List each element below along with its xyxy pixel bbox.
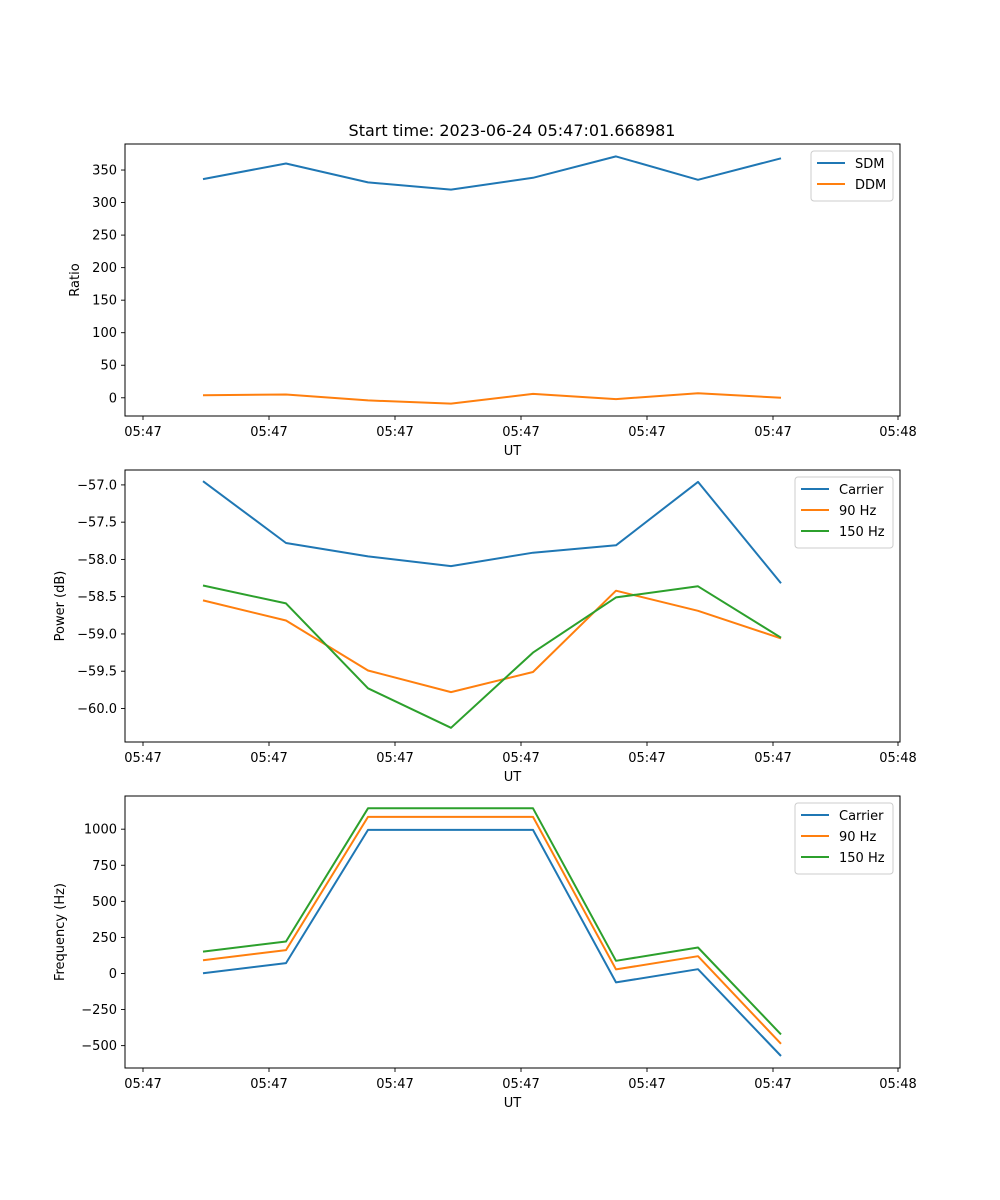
plot-frame	[124, 795, 901, 1069]
x-tick-label: 05:47	[754, 425, 791, 440]
y-tick-label: −60.0	[77, 702, 117, 717]
legend: SDM DDM	[810, 150, 894, 202]
x-axis-label: UT	[504, 1096, 522, 1111]
x-tick-label: 05:48	[879, 425, 916, 440]
y-tick-label: 50	[100, 359, 117, 374]
y-tick-label: 0	[109, 391, 117, 406]
y-axis-label: Power (dB)	[53, 571, 68, 642]
legend-label: SDM	[855, 157, 884, 172]
x-tick-label: 05:47	[502, 751, 539, 766]
y-tick-label: −57.5	[77, 516, 117, 531]
chart-panel-2: 05:47 05:47 05:47 05:47 05:47 05:47 05:48 −60.0…	[53, 469, 917, 785]
legend-label: 150 Hz	[839, 851, 885, 866]
legend-label: DDM	[855, 178, 886, 193]
plot-frame	[124, 469, 901, 743]
x-tick-label: 05:47	[250, 751, 287, 766]
y-axis-label: Ratio	[68, 263, 83, 296]
x-tick-label: 05:47	[502, 425, 539, 440]
series-line-150-hz	[202, 807, 782, 1036]
y-tick-label: −500	[81, 1039, 117, 1054]
y-tick-label: 750	[92, 859, 117, 874]
y-tick-label: 500	[92, 895, 117, 910]
y-tick-label: 250	[92, 931, 117, 946]
series-line-150-hz	[202, 584, 782, 729]
y-tick-label: 350	[92, 164, 117, 179]
legend-label: Carrier	[839, 809, 884, 824]
y-tick-label: 100	[92, 326, 117, 341]
legend: Carrier 90 Hz 150 Hz	[794, 802, 894, 875]
x-axis-label: UT	[504, 770, 522, 785]
legend-label: Carrier	[839, 483, 884, 498]
legend-label: 90 Hz	[839, 504, 876, 519]
x-axis-label: UT	[504, 444, 522, 459]
series-line-90-hz	[202, 589, 782, 694]
legend-label: 150 Hz	[839, 525, 885, 540]
series-line-ddm	[202, 392, 782, 405]
legend-label: 90 Hz	[839, 830, 876, 845]
figure-title: Start time: 2023-06-24 05:47:01.668981	[349, 121, 676, 140]
x-tick-label: 05:47	[376, 1077, 413, 1092]
y-tick-label: 0	[109, 967, 117, 982]
y-tick-label: 300	[92, 196, 117, 211]
y-tick-label: −59.5	[77, 665, 117, 680]
plot-frame	[124, 143, 901, 417]
y-tick-label: −250	[81, 1003, 117, 1018]
chart-panel-3: 05:47 05:47 05:47 05:47 05:47 05:47 05:48 −500 −…	[53, 795, 917, 1111]
x-tick-label: 05:48	[879, 751, 916, 766]
x-tick-label: 05:48	[879, 1077, 916, 1092]
y-axis-label: Frequency (Hz)	[53, 883, 68, 981]
y-tick-label: 250	[92, 229, 117, 244]
series-line-90-hz	[202, 815, 782, 1045]
x-tick-label: 05:47	[628, 751, 665, 766]
series-line-carrier	[202, 828, 782, 1057]
x-tick-label: 05:47	[754, 1077, 791, 1092]
x-tick-label: 05:47	[250, 1077, 287, 1092]
x-tick-label: 05:47	[250, 425, 287, 440]
x-tick-label: 05:47	[754, 751, 791, 766]
x-tick-label: 05:47	[628, 1077, 665, 1092]
y-tick-label: 150	[92, 294, 117, 309]
series-line-carrier	[202, 480, 782, 584]
x-tick-label: 05:47	[124, 1077, 161, 1092]
y-tick-label: −58.5	[77, 590, 117, 605]
y-tick-label: 1000	[84, 823, 117, 838]
series-line-sdm	[202, 155, 782, 191]
x-tick-label: 05:47	[124, 751, 161, 766]
x-tick-label: 05:47	[376, 751, 413, 766]
y-tick-label: −57.0	[77, 478, 117, 493]
x-tick-label: 05:47	[124, 425, 161, 440]
chart-panel-1: 05:47 05:47 05:47 05:47 05:47 05:47 05:48 0 50 10…	[68, 143, 917, 459]
x-tick-label: 05:47	[502, 1077, 539, 1092]
y-tick-label: −59.0	[77, 627, 117, 642]
x-tick-label: 05:47	[376, 425, 413, 440]
y-tick-label: 200	[92, 261, 117, 276]
chart-panels: 05:47 05:47 05:47 05:47 05:47 05:47 05:48 0 50 10…	[53, 143, 917, 1111]
y-tick-label: −58.0	[77, 553, 117, 568]
x-tick-label: 05:47	[628, 425, 665, 440]
legend: Carrier 90 Hz 150 Hz	[794, 476, 894, 549]
